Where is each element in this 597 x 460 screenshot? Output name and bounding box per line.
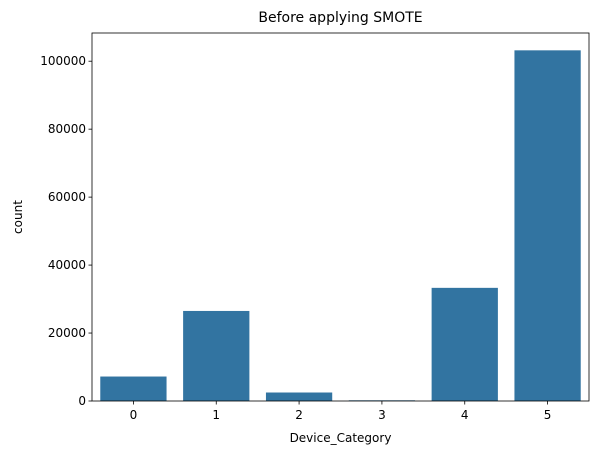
- x-tick-label: 3: [378, 408, 386, 422]
- bar-5: [514, 50, 581, 401]
- y-tick-label: 100000: [40, 54, 86, 68]
- x-tick-label: 4: [461, 408, 469, 422]
- plot-area: [91, 32, 590, 402]
- bar-4: [431, 287, 498, 401]
- y-tick-label: 80000: [48, 122, 86, 136]
- plot-frame: [91, 32, 590, 402]
- x-axis: 0 1 2 3 4 5: [130, 401, 552, 422]
- bar-1: [183, 310, 250, 401]
- chart-title: Before applying SMOTE: [258, 10, 422, 26]
- x-axis-label: Device_Category: [290, 431, 392, 445]
- y-tick-label: 0: [78, 394, 86, 408]
- y-axis: 0 20000 40000 60000 80000 100000: [40, 54, 92, 408]
- x-tick-label: 5: [544, 408, 552, 422]
- y-axis-label: count: [11, 200, 25, 234]
- x-tick-label: 0: [130, 408, 138, 422]
- y-tick-label: 40000: [48, 258, 86, 272]
- x-tick-label: 1: [212, 408, 220, 422]
- bar-2: [265, 392, 333, 401]
- y-tick-label: 20000: [48, 326, 86, 340]
- x-tick-label: 2: [295, 408, 303, 422]
- bar-0: [100, 376, 167, 401]
- y-tick-label: 60000: [48, 190, 86, 204]
